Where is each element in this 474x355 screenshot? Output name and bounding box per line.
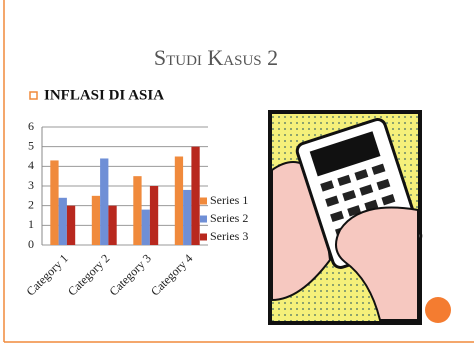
bullet-icon bbox=[29, 91, 38, 100]
y-tick-label: 3 bbox=[28, 178, 34, 192]
y-tick-label: 2 bbox=[28, 197, 34, 211]
slide-title: Studi Kasus 2 bbox=[154, 45, 278, 70]
y-tick-label: 0 bbox=[28, 237, 34, 251]
decor-circle bbox=[425, 297, 451, 323]
bar bbox=[141, 209, 150, 245]
calculator-screen bbox=[309, 131, 381, 177]
bar bbox=[108, 205, 117, 245]
legend-swatch bbox=[200, 215, 207, 223]
legend-swatch bbox=[200, 197, 207, 205]
legend-label: Series 2 bbox=[210, 211, 248, 225]
clipart bbox=[268, 110, 423, 325]
bullet-text: INFLASI DI ASIA bbox=[44, 87, 164, 103]
legend-swatch bbox=[200, 233, 207, 241]
bar bbox=[149, 186, 159, 245]
bar bbox=[91, 195, 101, 245]
legend-label: Series 1 bbox=[210, 193, 248, 207]
bar bbox=[66, 205, 76, 245]
bar bbox=[183, 189, 192, 245]
y-tick-label: 4 bbox=[28, 158, 34, 172]
bar bbox=[100, 158, 109, 245]
legend-label: Series 3 bbox=[210, 229, 248, 243]
bar bbox=[133, 176, 142, 245]
bar bbox=[50, 160, 59, 245]
bar bbox=[191, 146, 200, 245]
y-tick-label: 5 bbox=[28, 138, 34, 152]
y-tick-label: 6 bbox=[28, 119, 34, 133]
bar bbox=[174, 156, 184, 245]
bar bbox=[58, 197, 67, 245]
y-tick-label: 1 bbox=[28, 217, 34, 231]
hand-right bbox=[335, 206, 419, 321]
